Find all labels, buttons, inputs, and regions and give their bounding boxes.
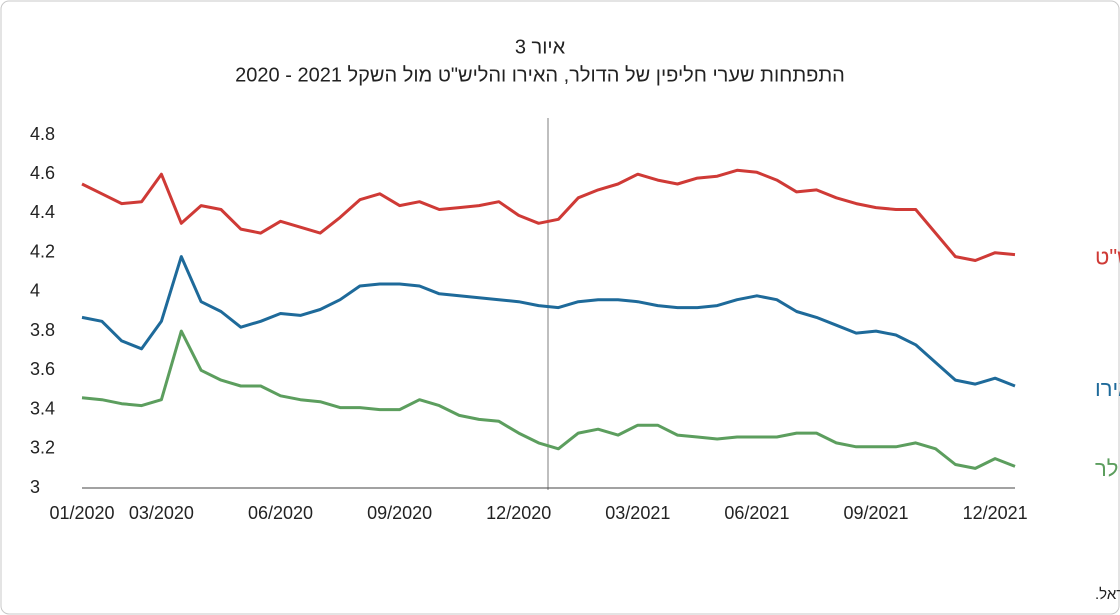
x-tick-label: 06/2020	[248, 503, 313, 523]
chart-title: איור 3	[515, 36, 566, 58]
legend-label: דולר	[1095, 456, 1120, 481]
y-tick-label: 4.4	[30, 202, 55, 222]
y-tick-label: 3.6	[30, 359, 55, 379]
x-tick-label: 03/2021	[605, 503, 670, 523]
y-tick-label: 3.4	[30, 398, 55, 418]
x-tick-label: 12/2021	[963, 503, 1028, 523]
source-note: המקור: בנק ישראל.	[1095, 586, 1120, 603]
y-tick-label: 4.2	[30, 241, 55, 261]
x-tick-label: 01/2020	[49, 503, 114, 523]
series-line	[81, 168, 1016, 262]
x-tick-label: 09/2020	[367, 503, 432, 523]
y-tick-label: 3	[30, 477, 40, 497]
legend-label: ליש"ט	[1095, 244, 1120, 269]
y-tick-label: 4.8	[30, 124, 55, 144]
x-tick-label: 12/2020	[486, 503, 551, 523]
chart-subtitle: התפתחות שערי חליפין של הדולר, האירו והלי…	[235, 64, 845, 86]
x-tick-label: 09/2021	[844, 503, 909, 523]
y-tick-label: 4.6	[30, 163, 55, 183]
y-tick-label: 3.8	[30, 320, 55, 340]
y-tick-label: 3.2	[30, 438, 55, 458]
series-line	[81, 329, 1016, 470]
x-tick-label: 06/2021	[724, 503, 789, 523]
x-tick-label: 03/2020	[129, 503, 194, 523]
legend-label: אירו	[1095, 376, 1120, 401]
series-line	[81, 255, 1016, 388]
y-tick-label: 4	[30, 281, 40, 301]
